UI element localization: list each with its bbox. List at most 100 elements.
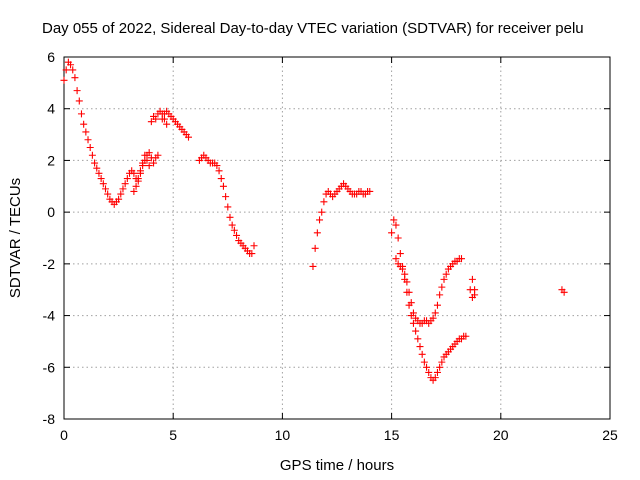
data-point <box>62 66 70 74</box>
data-point <box>152 115 160 123</box>
data-point <box>438 358 446 366</box>
data-point <box>438 283 446 291</box>
data-point <box>311 244 319 252</box>
data-point <box>405 288 413 296</box>
data-point <box>320 198 328 206</box>
data-point <box>442 270 450 278</box>
data-point <box>226 213 234 221</box>
data-point <box>394 234 402 242</box>
data-point <box>86 144 94 151</box>
x-axis-label: GPS time / hours <box>280 457 394 474</box>
data-point <box>80 120 88 128</box>
data-point <box>390 216 398 224</box>
data-point <box>215 167 223 175</box>
data-point <box>392 255 400 263</box>
data-point <box>67 61 75 69</box>
data-point <box>147 118 155 126</box>
data-point <box>418 350 426 358</box>
data-point <box>423 363 431 371</box>
data-point <box>436 291 444 299</box>
data-point <box>431 309 439 317</box>
data-point <box>75 97 83 105</box>
y-axis-label: SDTVAR / TECUs <box>7 178 24 298</box>
data-point <box>93 164 101 172</box>
data-point <box>250 242 258 250</box>
data-point <box>309 262 317 270</box>
data-point <box>132 182 140 190</box>
data-point <box>119 185 127 193</box>
y-tick-label: -4 <box>43 308 56 324</box>
y-tick-label: -2 <box>43 256 56 272</box>
data-point <box>130 187 138 195</box>
data-point <box>425 368 433 376</box>
data-point <box>99 180 107 188</box>
data-point <box>145 149 153 157</box>
y-tick-label: -8 <box>43 411 56 427</box>
x-tick-label: 25 <box>602 427 618 443</box>
data-point <box>91 159 99 167</box>
data-point <box>420 358 428 366</box>
data-point <box>433 368 441 376</box>
data-point <box>313 229 321 237</box>
data-point <box>121 180 129 188</box>
axis-ticks: 0 5 10 15 20 25 -8 -6 -4 -2 0 2 4 6 <box>43 49 618 443</box>
data-point <box>409 309 417 317</box>
data-point <box>130 169 138 177</box>
data-point <box>71 74 79 82</box>
chart-title: Day 055 of 2022, Sidereal Day-to-day VTE… <box>42 20 584 37</box>
data-point <box>69 66 77 74</box>
data-point <box>101 185 109 193</box>
y-tick-label: 0 <box>47 204 55 220</box>
data-point <box>88 151 96 159</box>
data-point <box>150 159 158 167</box>
data-point <box>84 136 92 144</box>
data-point <box>457 255 465 263</box>
data-point <box>318 208 326 216</box>
data-point <box>184 133 192 141</box>
x-tick-label: 10 <box>275 427 291 443</box>
data-point <box>436 363 444 371</box>
data-point <box>468 275 476 283</box>
data-point <box>163 120 171 128</box>
data-point <box>123 175 131 183</box>
data-point <box>134 175 142 183</box>
x-tick-label: 20 <box>493 427 509 443</box>
data-point <box>440 275 448 283</box>
data-points <box>60 58 568 384</box>
data-point <box>414 335 422 343</box>
data-point <box>60 76 68 84</box>
data-point <box>399 265 407 273</box>
x-tick-label: 15 <box>384 427 400 443</box>
data-point <box>366 187 374 195</box>
data-point <box>158 115 166 123</box>
data-point <box>471 291 479 299</box>
data-point <box>230 226 238 234</box>
data-point <box>213 162 221 170</box>
data-point <box>136 167 144 175</box>
data-point <box>407 299 415 307</box>
data-point <box>233 231 241 239</box>
y-tick-label: 6 <box>47 49 55 65</box>
data-point <box>141 156 149 164</box>
x-tick-label: 5 <box>169 427 177 443</box>
data-point <box>139 162 147 170</box>
data-point <box>82 128 90 136</box>
data-point <box>316 216 324 224</box>
data-point <box>429 314 437 322</box>
data-point <box>228 221 236 229</box>
data-point <box>77 110 85 118</box>
data-point <box>412 327 420 335</box>
data-point <box>388 229 396 237</box>
data-point <box>97 175 105 183</box>
data-point <box>217 175 225 183</box>
data-point <box>416 343 424 351</box>
data-point <box>104 190 112 198</box>
data-point <box>224 203 232 211</box>
data-point <box>73 87 81 95</box>
data-point <box>145 162 153 170</box>
data-point <box>462 332 470 340</box>
data-point <box>392 221 400 229</box>
x-tick-label: 0 <box>60 427 68 443</box>
plot-frame <box>63 56 611 420</box>
